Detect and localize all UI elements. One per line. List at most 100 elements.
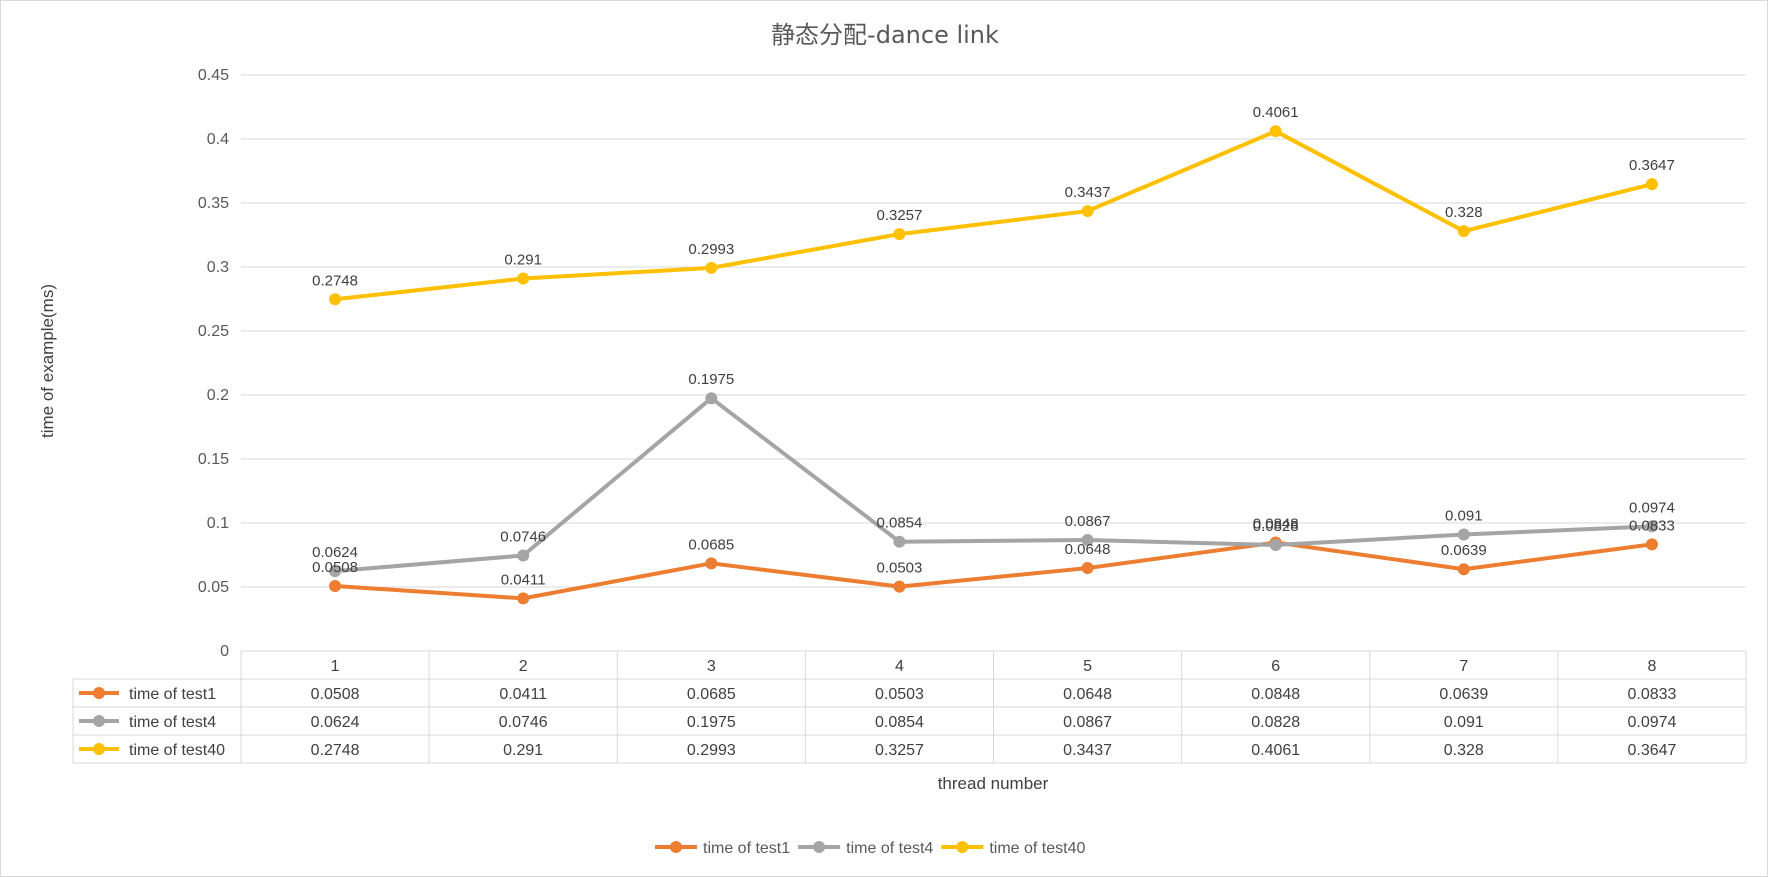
- table-cell: 0.3647: [1627, 742, 1676, 759]
- data-point: [329, 579, 342, 592]
- data-label: 0.0848: [1253, 515, 1299, 532]
- data-label: 0.3647: [1629, 157, 1675, 174]
- data-point: [1269, 539, 1282, 552]
- data-label: 0.3437: [1065, 184, 1111, 201]
- gridlines: [241, 74, 1746, 652]
- data-point: [1457, 563, 1470, 576]
- table-cell: 0.0624: [311, 714, 360, 731]
- series-line: [334, 396, 1653, 574]
- y-tick-label: 0: [220, 643, 229, 660]
- data-label: 0.0833: [1629, 517, 1675, 534]
- data-point: [1457, 528, 1470, 541]
- y-tick-label: 0.05: [198, 579, 229, 596]
- chart-title: 静态分配-dance link: [771, 21, 999, 49]
- data-point: [517, 272, 530, 285]
- table-cell: 0.0974: [1627, 714, 1676, 731]
- table-cell: 0.1975: [687, 714, 736, 731]
- table-cell: 0.3257: [875, 742, 924, 759]
- data-point: [893, 228, 906, 241]
- y-tick-label: 0.15: [198, 451, 229, 468]
- table-cell: 0.0833: [1627, 686, 1676, 703]
- y-tick-label: 0.25: [198, 323, 229, 340]
- data-label: 0.0685: [688, 536, 734, 553]
- data-point: [893, 580, 906, 593]
- table-cell: 0.0854: [875, 714, 924, 731]
- x-axis-title: thread number: [938, 774, 1049, 793]
- table-legend-marker: [93, 687, 105, 699]
- data-label: 0.0648: [1065, 541, 1111, 558]
- table-cell: 0.0685: [687, 686, 736, 703]
- data-point: [705, 392, 718, 405]
- data-label: 0.328: [1445, 204, 1483, 221]
- data-label: 0.0867: [1065, 513, 1111, 530]
- data-point: [1645, 538, 1658, 551]
- data-point: [329, 565, 342, 578]
- data-label: 0.0508: [312, 559, 358, 576]
- data-label: 0.1975: [688, 371, 734, 388]
- data-label: 0.2993: [688, 241, 734, 258]
- data-label: 0.0854: [876, 515, 922, 532]
- table-cell: 0.291: [503, 742, 543, 759]
- legend-marker: [956, 841, 969, 853]
- table-series-name: time of test4: [129, 714, 216, 731]
- data-label: 0.2748: [312, 272, 358, 289]
- data-point: [1081, 534, 1094, 547]
- data-point: [1457, 225, 1470, 238]
- x-tick-label: 1: [331, 658, 340, 675]
- y-axis-ticks: 0 0.05 0.1 0.15 0.2 0.25 0.3 0.35 0.4 0.45: [198, 67, 229, 660]
- y-tick-label: 0.3: [207, 259, 229, 276]
- data-label: 0.0746: [500, 529, 546, 546]
- table-cell: 0.0411: [499, 686, 547, 703]
- table-legend-marker: [93, 715, 105, 727]
- data-label: 0.0828: [1253, 518, 1299, 535]
- x-tick-label: 2: [519, 658, 528, 675]
- table-cell: 0.2748: [311, 742, 360, 759]
- x-tick-label: 8: [1647, 658, 1656, 675]
- data-point: [1645, 520, 1658, 533]
- data-table: 1 2 3 4 5 6 7 8 time of test1 0.0508 0.0411 0.0685 0…: [72, 650, 1747, 764]
- data-point: [517, 549, 530, 562]
- table-cell: 0.2993: [687, 742, 736, 759]
- data-label: 0.0503: [876, 560, 922, 577]
- x-tick-label: 5: [1083, 658, 1092, 675]
- table-cell: 0.0848: [1251, 686, 1300, 703]
- table-legend-marker: [93, 743, 105, 755]
- data-label: 0.0639: [1441, 542, 1487, 559]
- series-line: [334, 540, 1653, 601]
- data-label: 0.3257: [876, 207, 922, 224]
- legend-label: time of test4: [846, 840, 933, 857]
- data-label: 0.291: [504, 252, 542, 269]
- data-point: [893, 535, 906, 548]
- y-tick-label: 0.1: [207, 515, 229, 532]
- y-tick-label: 0.35: [198, 195, 229, 212]
- x-tick-label: 4: [895, 658, 904, 675]
- legend-marker: [813, 841, 826, 853]
- data-point: [1269, 125, 1282, 138]
- data-label: 0.4061: [1253, 104, 1299, 121]
- table-cell: 0.0639: [1439, 686, 1488, 703]
- data-point: [705, 557, 718, 570]
- data-label: 0.0974: [1629, 499, 1675, 516]
- data-label: 0.091: [1445, 508, 1483, 525]
- table-cell: 0.328: [1444, 742, 1484, 759]
- y-axis-title: time of example(ms): [38, 284, 57, 438]
- table-cell: 0.4061: [1251, 742, 1300, 759]
- data-point: [517, 592, 530, 605]
- x-tick-label: 7: [1459, 658, 1468, 675]
- legend-label: time of test1: [703, 840, 790, 857]
- table-cell: 0.091: [1444, 714, 1484, 731]
- data-point: [705, 261, 718, 274]
- table-cell: 0.0828: [1251, 714, 1300, 731]
- data-label: 0.0411: [501, 571, 546, 588]
- table-cell: 0.3437: [1063, 742, 1112, 759]
- data-point: [1081, 205, 1094, 218]
- legend: time of test1 time of test4 time of test40: [655, 840, 1085, 857]
- table-cell: 0.0746: [499, 714, 548, 731]
- data-point: [1645, 178, 1658, 191]
- x-tick-label: 3: [707, 658, 716, 675]
- y-tick-label: 0.4: [207, 131, 229, 148]
- table-series-name: time of test40: [129, 742, 225, 759]
- table-series-name: time of test1: [129, 686, 216, 703]
